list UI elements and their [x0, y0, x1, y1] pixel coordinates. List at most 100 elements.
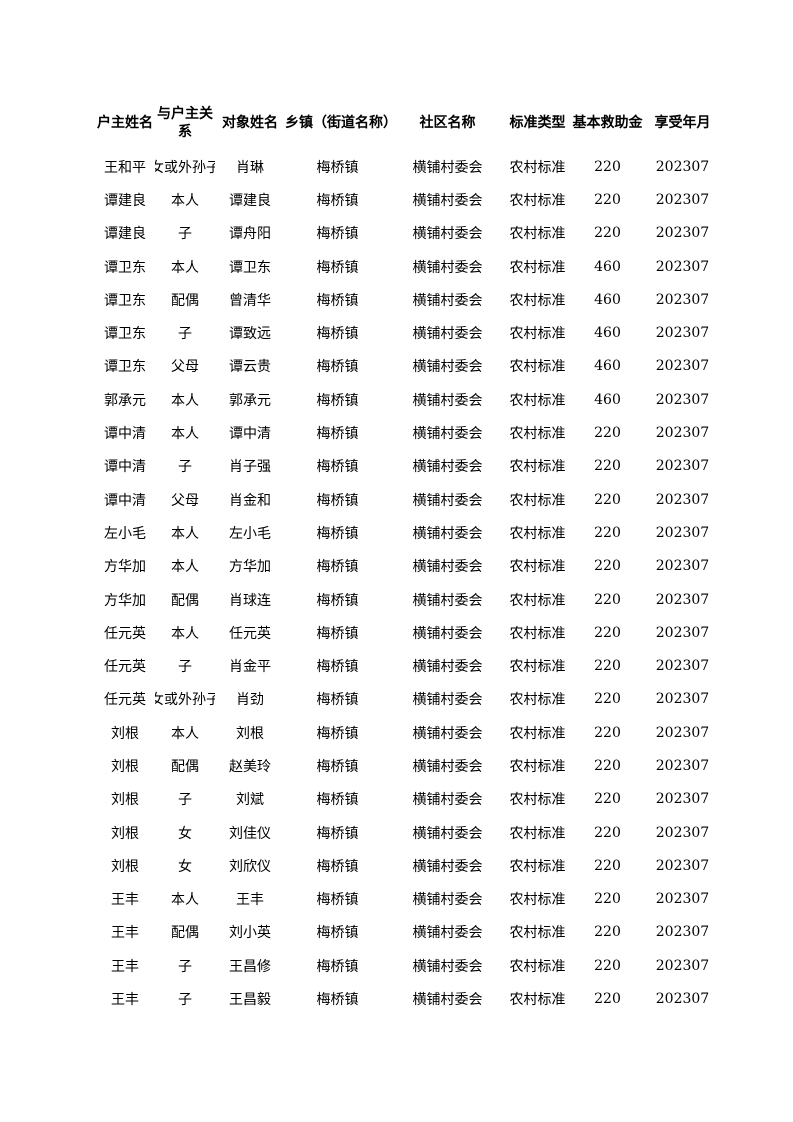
cell-standard-type: 农村标准 [505, 316, 570, 349]
cell-text: 父母 [171, 359, 199, 376]
cell-text: 农村标准 [509, 559, 566, 576]
cell-community: 横铺村委会 [390, 316, 505, 349]
cell-relation: 配偶 [155, 283, 215, 316]
cell-text: 梅桥镇 [316, 592, 359, 609]
cell-standard-type: 农村标准 [505, 516, 570, 549]
cell-relation: 本人 [155, 250, 215, 283]
cell-text: 202307 [655, 857, 710, 874]
cell-community: 横铺村委会 [390, 816, 505, 849]
cell-text: 220 [594, 691, 621, 708]
cell-month: 202307 [645, 816, 720, 849]
cell-month: 202307 [645, 217, 720, 250]
cell-recipient-name: 赵美玲 [215, 749, 285, 782]
cell-month: 202307 [645, 183, 720, 216]
cell-basic-aid: 220 [570, 883, 645, 916]
cell-text: 220 [594, 524, 621, 541]
cell-standard-type: 农村标准 [505, 949, 570, 982]
cell-relation: 女 [155, 849, 215, 882]
table-row: 谭建良 本人 谭建良 梅桥镇 横铺村委会 农村标准 220 202307 [95, 183, 720, 216]
cell-text: 子 [178, 459, 192, 476]
cell-householder-name: 刘根 [95, 783, 155, 816]
cell-recipient-name: 郭承元 [215, 383, 285, 416]
cell-month: 202307 [645, 146, 720, 183]
cell-text: 刘欣仪 [229, 858, 271, 875]
cell-householder-name: 王丰 [95, 949, 155, 982]
cell-standard-type: 农村标准 [505, 483, 570, 516]
cell-text: 460 [594, 391, 621, 408]
cell-township: 梅桥镇 [285, 516, 390, 549]
cell-text: 谭建良 [104, 226, 146, 243]
table-row: 方华加 配偶 肖球连 梅桥镇 横铺村委会 农村标准 220 202307 [95, 583, 720, 616]
cell-text: 任元英 [104, 692, 146, 709]
cell-text: 肖子强 [229, 459, 271, 476]
cell-text: 横铺村委会 [412, 259, 483, 276]
cell-text: 农村标准 [509, 459, 566, 476]
cell-community: 横铺村委会 [390, 483, 505, 516]
cell-recipient-name: 肖琳 [215, 146, 285, 183]
cell-standard-type: 农村标准 [505, 749, 570, 782]
cell-text: 谭卫东 [104, 359, 146, 376]
cell-township: 梅桥镇 [285, 616, 390, 649]
cell-text: 本人 [171, 192, 199, 209]
cell-township: 梅桥镇 [285, 916, 390, 949]
cell-relation: 父母 [155, 350, 215, 383]
cell-text: 谭云贵 [229, 359, 271, 376]
cell-township: 梅桥镇 [285, 217, 390, 250]
cell-text: 202307 [655, 391, 710, 408]
cell-text: 202307 [655, 824, 710, 841]
cell-text: 农村标准 [509, 426, 566, 443]
cell-standard-type: 农村标准 [505, 383, 570, 416]
cell-text: 202307 [655, 991, 710, 1008]
table-header-row: 户主姓名 与户主关系 对象姓名 乡镇（街道名称） 社区名称 标准类型 基本救助金 享受年月 [95, 100, 720, 146]
cell-text: 202307 [655, 291, 710, 308]
cell-text: 202307 [655, 258, 710, 275]
cell-text: 农村标准 [509, 492, 566, 509]
table-row: 王丰 配偶 刘小英 梅桥镇 横铺村委会 农村标准 220 202307 [95, 916, 720, 949]
cell-township: 梅桥镇 [285, 883, 390, 916]
cell-text: 横铺村委会 [412, 525, 483, 542]
cell-text: 农村标准 [509, 758, 566, 775]
cell-standard-type: 农村标准 [505, 146, 570, 183]
cell-text: 配偶 [171, 758, 199, 775]
cell-month: 202307 [645, 616, 720, 649]
cell-householder-name: 任元英 [95, 649, 155, 682]
cell-text: 左小毛 [229, 525, 271, 542]
cell-householder-name: 刘根 [95, 749, 155, 782]
cell-relation: 本人 [155, 883, 215, 916]
cell-text: 220 [594, 658, 621, 675]
cell-householder-name: 刘根 [95, 816, 155, 849]
table-row: 方华加 本人 方华加 梅桥镇 横铺村委会 农村标准 220 202307 [95, 550, 720, 583]
cell-text: 农村标准 [509, 659, 566, 676]
cell-text: 梅桥镇 [316, 825, 359, 842]
cell-text: 横铺村委会 [412, 459, 483, 476]
cell-standard-type: 农村标准 [505, 649, 570, 682]
table-row: 王丰 子 王昌修 梅桥镇 横铺村委会 农村标准 220 202307 [95, 949, 720, 982]
cell-text: 220 [594, 558, 621, 575]
cell-text: 梅桥镇 [316, 525, 359, 542]
cell-text: 方华加 [104, 559, 146, 576]
cell-recipient-name: 刘欣仪 [215, 849, 285, 882]
cell-relation: 配偶 [155, 749, 215, 782]
cell-text: 220 [594, 857, 621, 874]
cell-text: 子 [178, 226, 192, 243]
cell-text: 农村标准 [509, 159, 566, 176]
cell-text: 配偶 [171, 925, 199, 942]
cell-text: 任元英 [229, 625, 271, 642]
cell-text: 220 [594, 458, 621, 475]
cell-community: 横铺村委会 [390, 350, 505, 383]
cell-text: 梅桥镇 [316, 292, 359, 309]
cell-basic-aid: 220 [570, 217, 645, 250]
cell-community: 横铺村委会 [390, 849, 505, 882]
cell-text: 220 [594, 957, 621, 974]
cell-text: 202307 [655, 524, 710, 541]
cell-recipient-name: 谭建良 [215, 183, 285, 216]
cell-relation: 配偶 [155, 916, 215, 949]
cell-text: 郭承元 [229, 392, 271, 409]
cell-community: 横铺村委会 [390, 883, 505, 916]
cell-community: 横铺村委会 [390, 283, 505, 316]
cell-month: 202307 [645, 350, 720, 383]
cell-text: 202307 [655, 757, 710, 774]
cell-community: 横铺村委会 [390, 716, 505, 749]
cell-text: 谭卫东 [104, 259, 146, 276]
cell-text: 任元英 [104, 659, 146, 676]
